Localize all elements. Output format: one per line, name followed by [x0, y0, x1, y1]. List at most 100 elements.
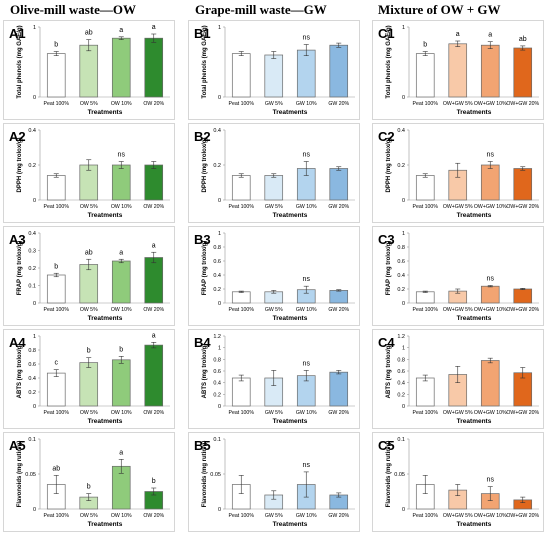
bar	[415, 175, 435, 201]
category-label: OW+GW 10%	[474, 101, 507, 107]
bar	[329, 371, 349, 407]
bar	[329, 290, 349, 304]
bar	[480, 164, 500, 201]
bar	[513, 288, 533, 304]
column-title-ow: Olive-mill waste—OW	[10, 2, 137, 17]
y-tick-label: 0.1	[28, 284, 36, 290]
bar	[111, 164, 131, 201]
chart-panel-c3: C3 0 0.2 0.4 0.6 0.8 1 FRAP (mg trolox/g) Peat 1…	[372, 226, 544, 326]
significance-letter: a	[119, 449, 123, 456]
category-label: OW+GW 10%	[474, 204, 507, 210]
category-label: GW 10%	[296, 307, 317, 313]
bar	[144, 164, 164, 201]
column-title-mixture: Mixture of OW + GW	[378, 2, 501, 17]
category-label: GW 5%	[265, 101, 283, 107]
category-label: GW 20%	[328, 204, 349, 210]
significance-letter: ab	[85, 30, 93, 37]
x-axis-label: Treatments	[88, 315, 123, 322]
bar	[513, 168, 533, 201]
significance-letter: ns	[487, 477, 495, 484]
panel-label: C3	[378, 232, 395, 247]
significance-letter: b	[119, 346, 123, 353]
significance-letter: ns	[303, 152, 311, 159]
category-label: Peat 100%	[229, 410, 255, 416]
chart-panel-c2: C2 0 0.2 0.4 DPPH (mg trolox/g) Peat 100% OW+G…	[372, 123, 544, 223]
category-label: GW 5%	[265, 513, 283, 519]
bar	[264, 54, 284, 98]
significance-letter: ns	[303, 35, 311, 42]
category-label: GW 10%	[296, 513, 317, 519]
x-axis-label: Treatments	[273, 521, 308, 528]
significance-letter: a	[119, 27, 123, 34]
category-label: OW 5%	[80, 101, 98, 107]
chart-panel-c4: C4 0 0.2 0.4 0.6 0.8 1 1.2 ABTS (mg trolox/g) Pea…	[372, 329, 544, 429]
bar	[46, 175, 66, 201]
y-tick-label: 0.4	[397, 381, 405, 387]
bar	[231, 53, 251, 98]
y-axis-label: ABTS (mg trolox/g)	[17, 344, 23, 399]
x-axis-label: Treatments	[88, 212, 123, 219]
x-axis-label: Treatments	[273, 315, 308, 322]
x-axis-label: Treatments	[88, 521, 123, 528]
y-axis-label: Total phenols (mg GAE/g)	[17, 25, 23, 98]
category-label: OW+GW 5%	[443, 101, 473, 107]
y-tick-label: 1	[402, 25, 405, 31]
chart-svg: C2 0 0.2 0.4 DPPH (mg trolox/g) Peat 100% OW+G…	[378, 128, 539, 219]
y-tick-label: 0	[218, 198, 221, 204]
y-tick-label: 0.2	[28, 266, 36, 272]
panel-label: A2	[9, 129, 26, 144]
bar	[296, 49, 316, 98]
category-label: Peat 100%	[229, 513, 255, 519]
y-tick-label: 0.2	[397, 163, 405, 169]
significance-letter: ns	[303, 462, 311, 469]
bar	[144, 37, 164, 98]
y-axis-label: Flavonoids (mg rutin/g)	[202, 441, 208, 508]
y-tick-label: 1	[402, 231, 405, 237]
y-tick-label: 0.4	[28, 376, 36, 382]
category-label: OW 10%	[111, 307, 132, 313]
significance-letter: b	[423, 42, 427, 49]
category-label: OW+GW 5%	[443, 410, 473, 416]
category-label: OW+GW 10%	[474, 513, 507, 519]
panel-label: A5	[9, 438, 26, 453]
panel-label: C1	[378, 26, 395, 41]
chart-svg: C5 0 0.05 0.1 Flavonoids (mg rutin/g) Peat 10…	[378, 437, 539, 528]
bar	[79, 264, 99, 304]
category-label: Peat 100%	[413, 307, 439, 313]
category-label: GW 5%	[265, 307, 283, 313]
y-tick-label: 0	[218, 404, 221, 410]
x-axis-label: Treatments	[457, 109, 492, 116]
significance-letter: ab	[85, 249, 93, 256]
y-tick-label: 0.2	[397, 392, 405, 398]
y-tick-label: 0.8	[213, 357, 221, 363]
category-label: OW 20%	[143, 410, 164, 416]
y-tick-label: 0	[33, 507, 36, 513]
category-label: Peat 100%	[229, 204, 255, 210]
category-label: Peat 100%	[44, 204, 70, 210]
significance-letter: b	[54, 263, 58, 270]
category-label: OW+GW 5%	[443, 307, 473, 313]
panel-label: B4	[194, 335, 211, 350]
bar	[480, 44, 500, 98]
y-tick-label: 1	[218, 231, 221, 237]
y-tick-label: 1.2	[397, 334, 405, 340]
chart-svg: C1 0 1 Total phenols (mg GAE/g) b Peat 100% a O…	[378, 25, 539, 116]
y-axis-label: FRAP (mg trolox/g)	[202, 241, 208, 296]
chart-svg: A4 0 0.2 0.4 0.6 0.8 1 ABTS (mg trolox/g) c Peat …	[9, 332, 170, 425]
column-title-gw: Grape-mill waste—GW	[195, 2, 327, 17]
y-axis-label: Total phenols (mg GAE/g)	[386, 25, 392, 98]
y-tick-label: 0.6	[397, 369, 405, 375]
chart-svg: C3 0 0.2 0.4 0.6 0.8 1 FRAP (mg trolox/g) Peat 1…	[378, 231, 539, 322]
x-axis-label: Treatments	[457, 212, 492, 219]
panel-label: C5	[378, 438, 395, 453]
significance-letter: ab	[52, 465, 60, 472]
y-tick-label: 0.6	[213, 369, 221, 375]
category-label: OW 10%	[111, 513, 132, 519]
category-label: OW 20%	[143, 204, 164, 210]
y-tick-label: 0	[33, 404, 36, 410]
significance-letter: ns	[487, 276, 495, 283]
category-label: GW 20%	[328, 513, 349, 519]
chart-svg: A1 0 1 Total phenols (mg GAE/g) b Peat 100% ab…	[9, 24, 170, 116]
category-label: GW 10%	[296, 410, 317, 416]
category-label: OW 5%	[80, 204, 98, 210]
